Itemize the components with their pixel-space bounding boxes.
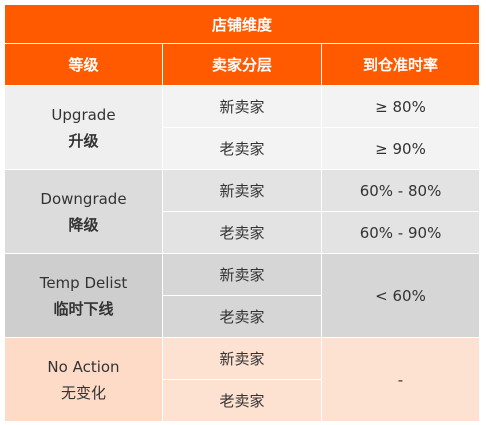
table-title: 店铺维度 bbox=[3, 4, 481, 44]
level-label-zh: 升级 bbox=[68, 131, 99, 150]
table-title-row: 店铺维度 bbox=[3, 4, 481, 44]
rate-cell: 60% - 90% bbox=[320, 211, 481, 254]
level-label-en: No Action bbox=[47, 357, 120, 376]
header-seller-tier: 卖家分层 bbox=[162, 43, 322, 86]
seller-tier-cell: 老卖家 bbox=[162, 211, 322, 254]
table-row: No Action 无变化 新卖家 - bbox=[4, 337, 481, 422]
rate-cell-merged: - bbox=[320, 337, 481, 422]
level-label-en: Upgrade bbox=[51, 105, 116, 124]
level-label-en: Temp Delist bbox=[39, 273, 128, 292]
table-row: 老卖家 ≥ 90% bbox=[5, 127, 481, 170]
seller-tier-cell: 老卖家 bbox=[162, 295, 322, 338]
level-cell-no-action: No Action 无变化 bbox=[4, 337, 163, 422]
level-cell-downgrade: Downgrade 降级 bbox=[4, 169, 163, 254]
table-row: Temp Delist 临时下线 新卖家 < 60% bbox=[4, 253, 481, 338]
table-row: 老卖家 bbox=[5, 379, 480, 422]
level-label-zh: 临时下线 bbox=[53, 299, 114, 318]
table-row: Upgrade 升级 新卖家 ≥ 80% bbox=[4, 85, 481, 170]
store-dimension-table-container: 店铺维度 等级 卖家分层 到仓准时率 Upgrade 升级 新卖家 ≥ 80% … bbox=[3, 4, 481, 422]
level-label-zh: 无变化 bbox=[60, 383, 106, 402]
rate-cell: ≥ 90% bbox=[320, 127, 481, 170]
seller-tier-cell: 新卖家 bbox=[162, 253, 322, 296]
level-cell-upgrade: Upgrade 升级 bbox=[4, 85, 163, 170]
seller-tier-cell: 新卖家 bbox=[162, 85, 322, 128]
table-row: Downgrade 降级 新卖家 60% - 80% bbox=[4, 169, 481, 254]
level-label-zh: 降级 bbox=[68, 215, 99, 234]
rate-cell-merged: < 60% bbox=[320, 253, 481, 338]
rate-cell: ≥ 80% bbox=[320, 85, 481, 128]
table-header-row: 等级 卖家分层 到仓准时率 bbox=[4, 43, 481, 86]
rate-cell: 60% - 80% bbox=[320, 169, 481, 212]
level-label-en: Downgrade bbox=[40, 189, 127, 208]
table-row: 老卖家 60% - 90% bbox=[5, 211, 481, 254]
table-row: 老卖家 bbox=[5, 295, 480, 338]
header-ontime-rate: 到仓准时率 bbox=[320, 43, 481, 86]
level-cell-temp-delist: Temp Delist 临时下线 bbox=[4, 253, 163, 338]
seller-tier-cell: 新卖家 bbox=[162, 169, 322, 212]
seller-tier-cell: 新卖家 bbox=[162, 337, 322, 380]
header-level: 等级 bbox=[4, 43, 163, 86]
seller-tier-cell: 老卖家 bbox=[162, 127, 322, 170]
seller-tier-cell: 老卖家 bbox=[162, 379, 322, 422]
store-dimension-table: 店铺维度 等级 卖家分层 到仓准时率 Upgrade 升级 新卖家 ≥ 80% … bbox=[3, 4, 481, 422]
